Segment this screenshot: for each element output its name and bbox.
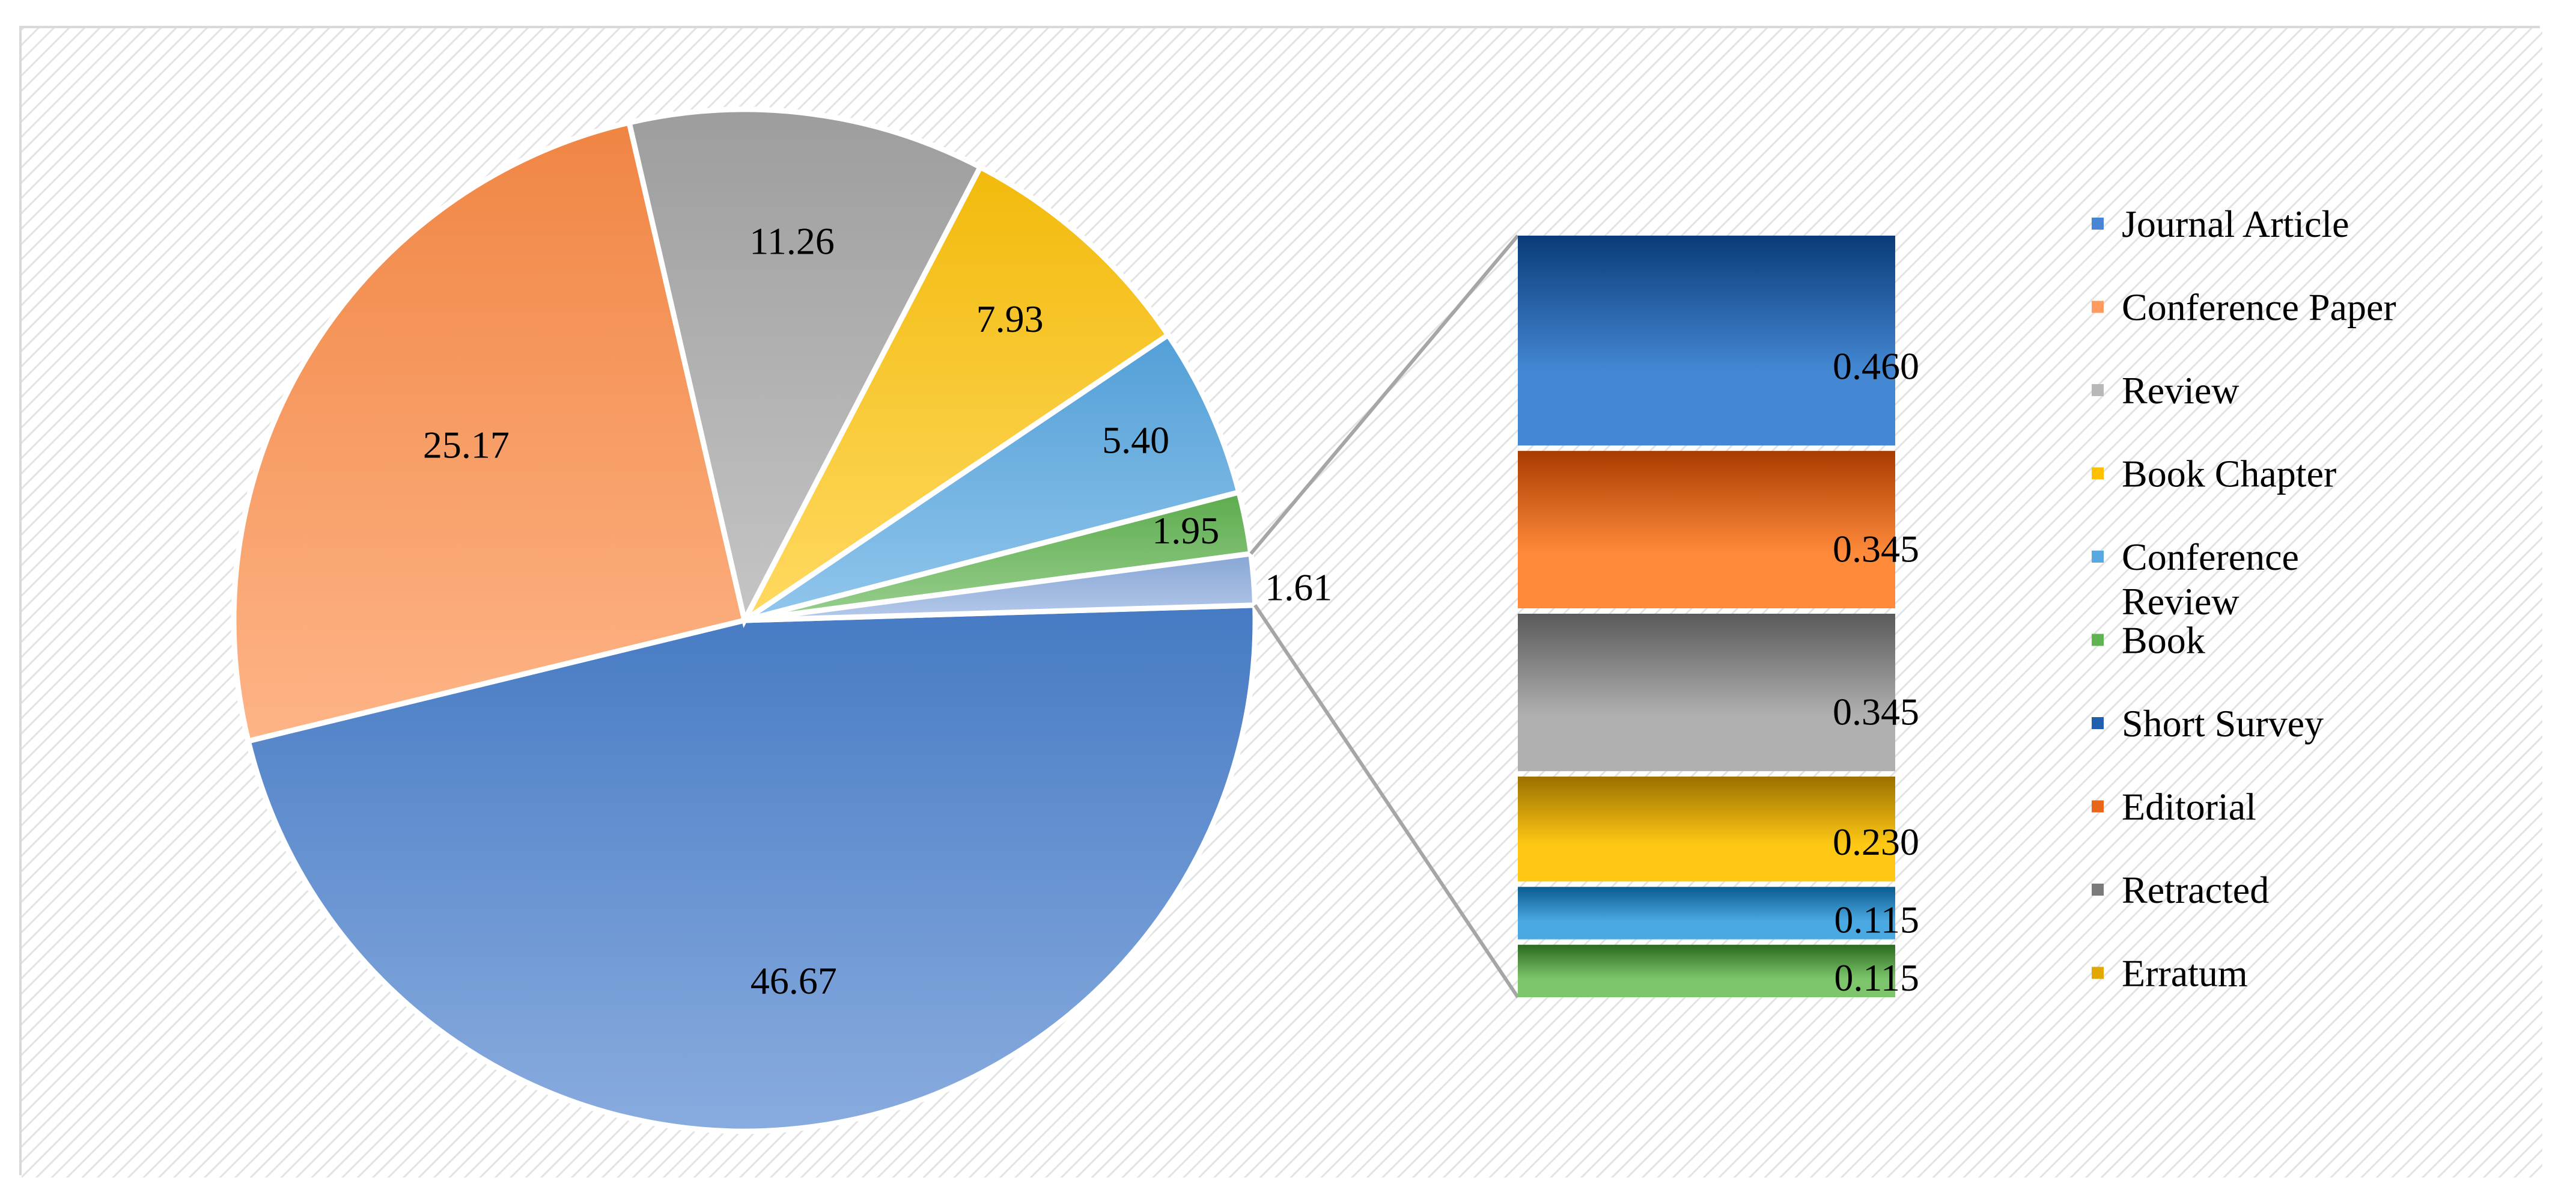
- pie-data-label: 5.40: [1102, 419, 1169, 462]
- bar-segment: [1518, 236, 1895, 446]
- connector-line-bottom: [1253, 604, 1520, 998]
- pie-data-label: 25.17: [423, 423, 510, 466]
- legend-label: Conference Review: [2122, 536, 2299, 623]
- pie-data-label: 11.26: [749, 220, 835, 263]
- bar-segment: [1518, 614, 1895, 771]
- legend-label: Retracted: [2122, 869, 2269, 911]
- bar-segment: [1518, 451, 1895, 608]
- legend-swatch: [2092, 800, 2104, 813]
- legend-swatch: [2092, 467, 2104, 480]
- bar-data-label: 0.460: [1833, 344, 1919, 387]
- legend-swatch: [2092, 967, 2104, 979]
- pie-data-label: 46.67: [751, 959, 837, 1002]
- legend-label: Book Chapter: [2122, 453, 2336, 495]
- legend-label: Short Survey: [2122, 702, 2324, 745]
- legend-swatch: [2092, 218, 2104, 230]
- legend-swatch: [2092, 634, 2104, 646]
- bar-data-label: 0.345: [1833, 690, 1919, 733]
- pie-slice: [742, 163, 1172, 623]
- legend-swatch: [2092, 551, 2104, 563]
- pie-slice: [626, 106, 984, 628]
- legend-swatch: [2092, 301, 2104, 313]
- connector-lines: [1249, 234, 1520, 998]
- legend-label: Review: [2122, 369, 2240, 412]
- pie-slice: [744, 551, 1258, 623]
- connector-line-top: [1249, 234, 1520, 555]
- legend-swatch: [2092, 717, 2104, 729]
- bar-segment: [1518, 887, 1895, 940]
- stacked-bar: 0.115 0.115 0.230 0.345 0.345 0.460: [1518, 236, 1919, 999]
- legend-swatch: [2092, 384, 2104, 396]
- pie-data-label: 1.95: [1152, 509, 1219, 552]
- legend-label: Editorial: [2122, 786, 2256, 828]
- pie-slice: [231, 119, 748, 745]
- bar-data-label: 0.345: [1833, 527, 1919, 570]
- legend-label: Conference Paper: [2122, 286, 2396, 329]
- chart-frame: 46.67 25.17 11.26 7.93 5.40 1.95 1.61 0.115 0.1…: [19, 26, 2542, 1178]
- legend-label: Erratum: [2122, 952, 2248, 995]
- legend-label: Journal Article: [2122, 203, 2349, 245]
- pie-slice: [245, 602, 1258, 1134]
- pie-slice: [743, 331, 1243, 623]
- bar-data-label: 0.230: [1833, 820, 1919, 863]
- pie-data-label: 7.93: [976, 298, 1044, 340]
- legend-swatch: [2092, 884, 2104, 896]
- legend-label: Book: [2122, 619, 2205, 662]
- bar-segment: [1518, 944, 1895, 997]
- legend: Journal Article Conference Paper Review Boo…: [2092, 203, 2396, 995]
- bar-data-label: 0.115: [1834, 956, 1919, 999]
- pie-data-label: 1.61: [1265, 566, 1332, 609]
- pie-chart: 46.67 25.17 11.26 7.93 5.40 1.95 1.61: [231, 106, 1332, 1134]
- bar-data-label: 0.115: [1834, 899, 1919, 941]
- bar-segment: [1518, 776, 1895, 882]
